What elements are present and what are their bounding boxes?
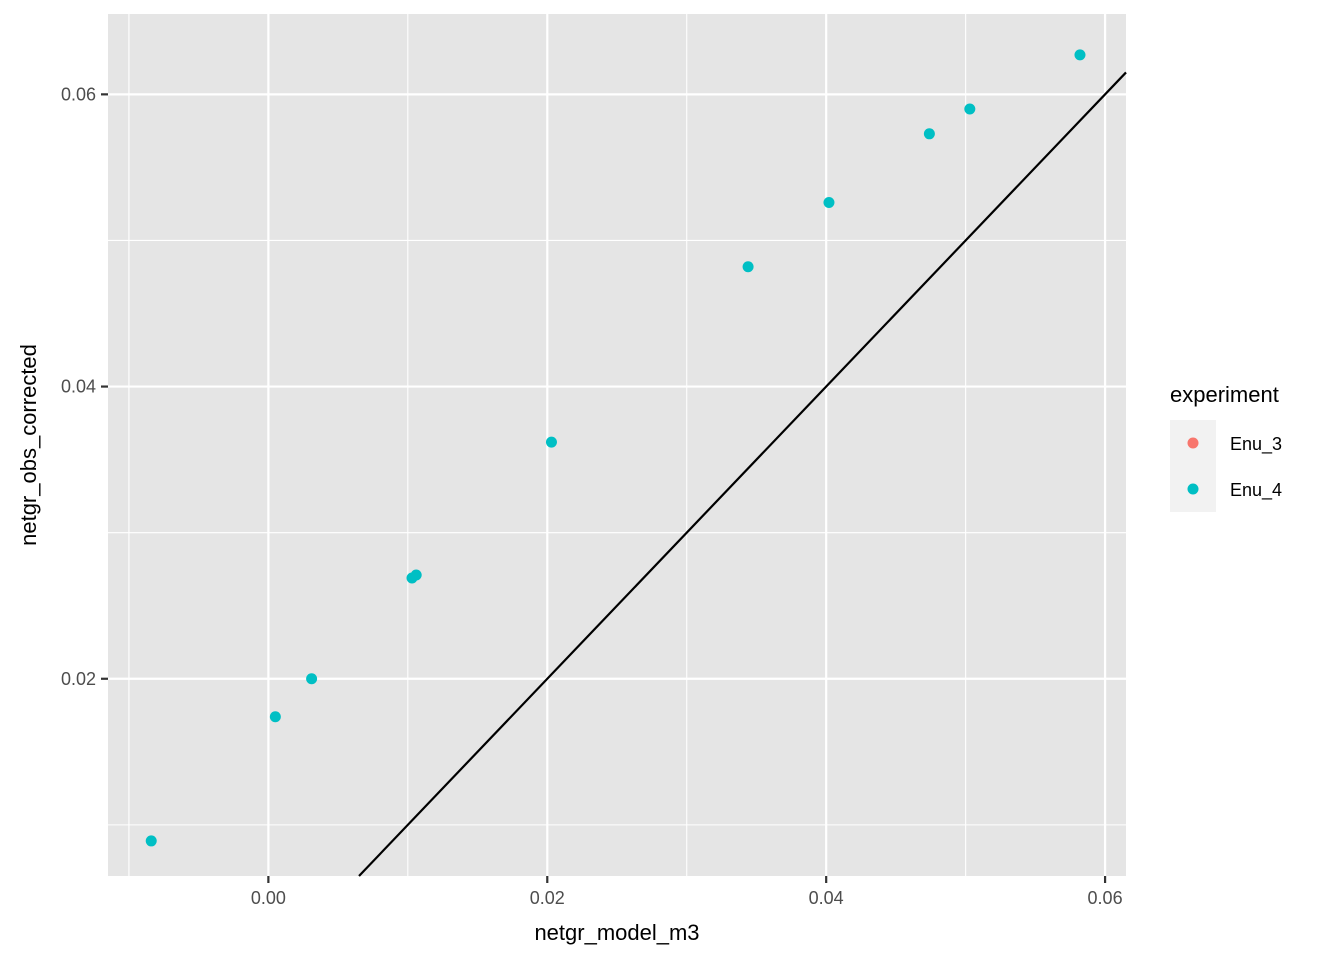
legend: experiment Enu_3 Enu_4 <box>1170 382 1282 512</box>
x-tick-label: 0.00 <box>251 888 286 908</box>
y-tick-label: 0.04 <box>61 377 96 397</box>
x-tick-label: 0.06 <box>1088 888 1123 908</box>
data-point <box>545 436 557 448</box>
y-axis-title: netgr_obs_corrected <box>16 344 41 546</box>
minor-gridlines <box>108 14 1126 876</box>
reference-line-layer <box>358 71 1127 877</box>
legend-label: Enu_3 <box>1230 434 1282 455</box>
x-axis-title: netgr_model_m3 <box>534 920 699 945</box>
data-point <box>964 103 976 115</box>
data-point <box>742 261 754 273</box>
x-axis: 0.00 0.02 0.04 0.06 <box>251 876 1123 908</box>
x-tick-label: 0.02 <box>530 888 565 908</box>
data-points <box>145 49 1086 847</box>
y-axis: 0.02 0.04 0.06 <box>61 84 108 689</box>
y-tick-label: 0.02 <box>61 669 96 689</box>
legend-swatch <box>1187 437 1199 449</box>
data-point <box>145 835 157 847</box>
plot-panel <box>108 14 1126 876</box>
data-point <box>306 673 318 685</box>
data-point <box>823 196 835 208</box>
legend-swatch <box>1187 483 1199 495</box>
data-point <box>269 711 281 723</box>
x-tick-label: 0.04 <box>809 888 844 908</box>
legend-title: experiment <box>1170 382 1279 407</box>
data-point <box>410 569 422 581</box>
data-point <box>1074 49 1086 61</box>
y-tick-label: 0.06 <box>61 84 96 104</box>
legend-label: Enu_4 <box>1230 480 1282 501</box>
data-point <box>923 128 935 140</box>
reference-line <box>358 71 1127 877</box>
